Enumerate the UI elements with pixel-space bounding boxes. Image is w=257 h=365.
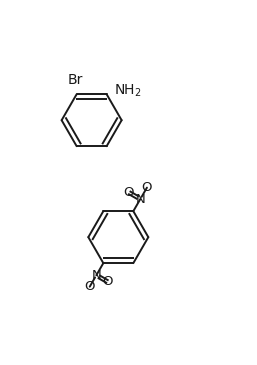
Text: Br: Br xyxy=(68,73,83,87)
Text: O: O xyxy=(103,275,113,288)
Text: O: O xyxy=(124,186,134,199)
Text: N: N xyxy=(91,269,101,282)
Text: NH$_2$: NH$_2$ xyxy=(114,82,141,99)
Text: O: O xyxy=(85,280,95,293)
Text: N: N xyxy=(135,193,145,205)
Text: O: O xyxy=(142,181,152,194)
